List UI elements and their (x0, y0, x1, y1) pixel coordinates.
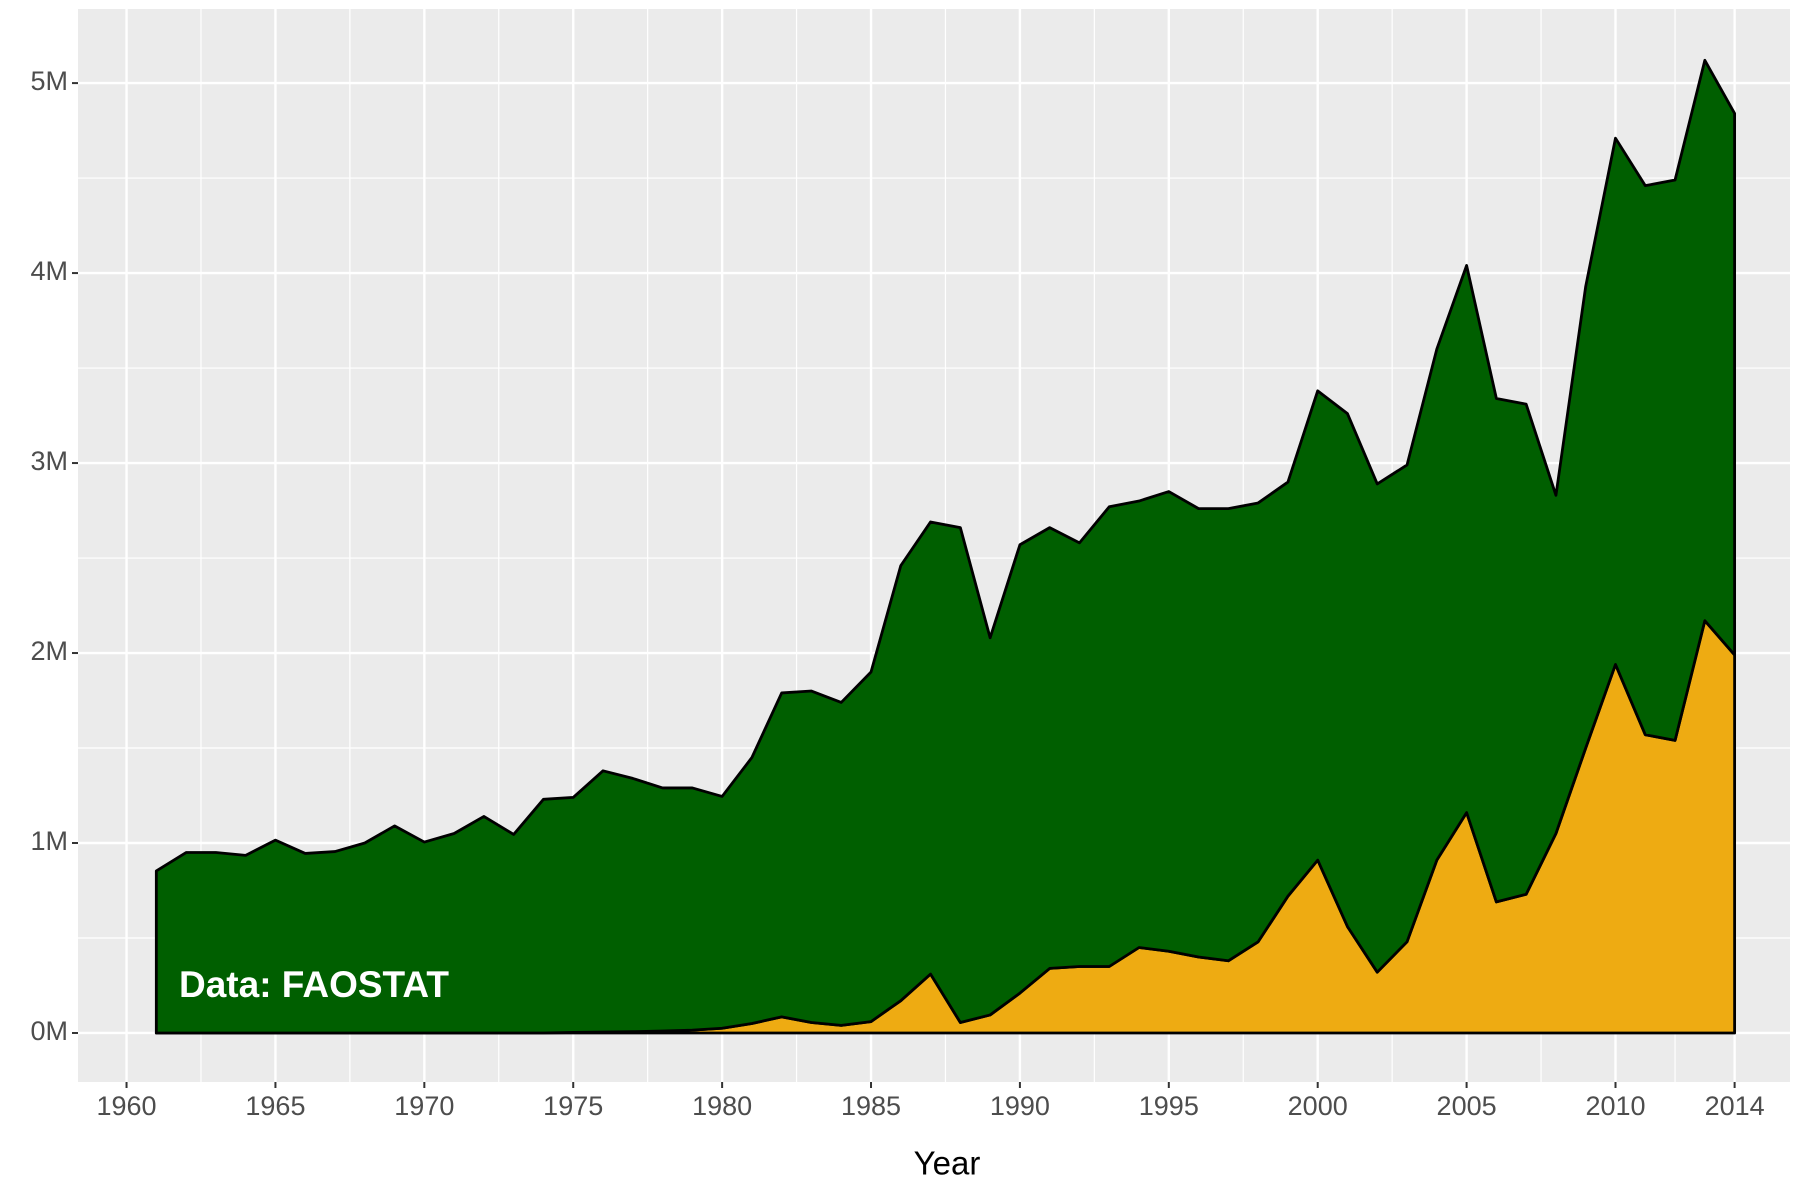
y-tick-label: 3M (30, 446, 68, 476)
x-tick-label: 1965 (245, 1091, 305, 1121)
x-tick-label: 2000 (1288, 1091, 1348, 1121)
x-tick-label: 2014 (1705, 1091, 1765, 1121)
x-tick-label: 1990 (990, 1091, 1050, 1121)
x-tick-label: 1995 (1139, 1091, 1199, 1121)
x-tick-label: 1975 (543, 1091, 603, 1121)
x-axis-label: Year (914, 1145, 981, 1182)
x-tick-label: 2010 (1585, 1091, 1645, 1121)
y-tick-label: 4M (30, 256, 68, 286)
x-tick-label: 1970 (394, 1091, 454, 1121)
y-tick-label: 0M (30, 1016, 68, 1046)
x-tick-label: 1960 (97, 1091, 157, 1121)
y-tick-label: 2M (30, 636, 68, 666)
x-tick-label: 2005 (1437, 1091, 1497, 1121)
y-tick-label: 5M (30, 66, 68, 96)
x-tick-label: 1980 (692, 1091, 752, 1121)
y-tick-label: 1M (30, 826, 68, 856)
x-tick-label: 1985 (841, 1091, 901, 1121)
area (154, 58, 1737, 1035)
annotation: Data: FAOSTAT (179, 964, 449, 1005)
